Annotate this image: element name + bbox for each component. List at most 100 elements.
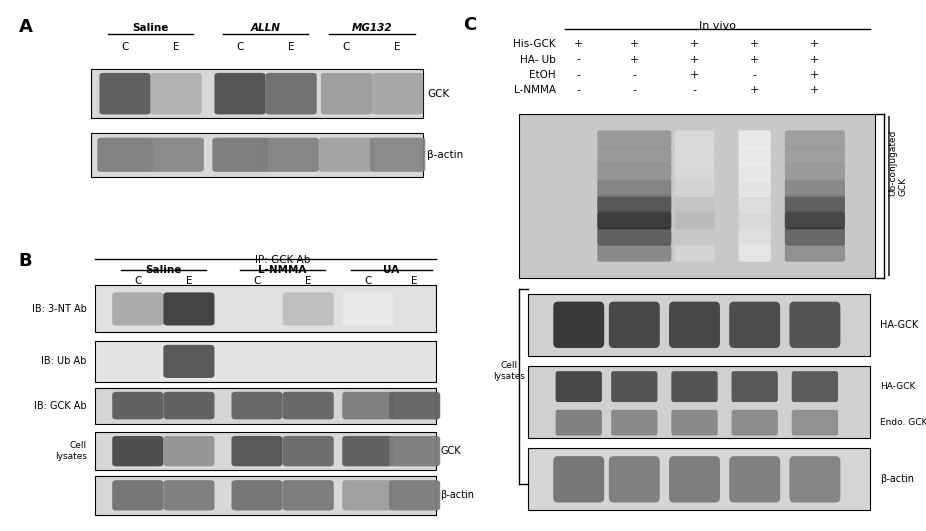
FancyBboxPatch shape [163,345,215,378]
FancyBboxPatch shape [730,302,780,348]
Text: +: + [810,85,820,96]
Text: -: - [577,70,581,80]
FancyBboxPatch shape [597,211,671,229]
Bar [91,133,423,177]
Text: -: - [632,70,636,80]
FancyBboxPatch shape [739,179,770,197]
FancyBboxPatch shape [597,179,671,197]
Text: E: E [394,42,401,52]
Text: +: + [810,70,820,80]
Text: EtOH: EtOH [529,70,556,80]
FancyBboxPatch shape [232,436,282,466]
FancyBboxPatch shape [264,138,319,172]
FancyBboxPatch shape [739,244,770,262]
Text: β-actin: β-actin [428,150,464,160]
FancyBboxPatch shape [732,371,778,402]
Text: C: C [121,42,129,52]
FancyBboxPatch shape [675,227,714,245]
FancyBboxPatch shape [785,179,845,197]
Bar [528,366,870,438]
FancyBboxPatch shape [163,480,215,510]
FancyBboxPatch shape [232,392,282,419]
Bar [95,388,436,424]
FancyBboxPatch shape [730,456,780,502]
FancyBboxPatch shape [739,131,770,148]
Text: IB: 3-NT Ab: IB: 3-NT Ab [31,304,87,314]
Text: E: E [305,276,311,286]
FancyBboxPatch shape [282,293,333,326]
Bar [95,341,436,382]
Text: E: E [173,42,180,52]
FancyBboxPatch shape [112,293,163,326]
FancyBboxPatch shape [671,410,718,435]
FancyBboxPatch shape [792,410,838,435]
Text: IP: GCK Ab: IP: GCK Ab [255,255,310,265]
Text: +: + [630,39,639,49]
FancyBboxPatch shape [597,227,671,245]
Bar [95,476,436,515]
FancyBboxPatch shape [343,392,394,419]
FancyBboxPatch shape [319,138,374,172]
FancyBboxPatch shape [282,436,333,466]
FancyBboxPatch shape [675,195,714,213]
FancyBboxPatch shape [148,138,204,172]
FancyBboxPatch shape [282,392,333,419]
FancyBboxPatch shape [389,436,440,466]
FancyBboxPatch shape [556,410,602,435]
FancyBboxPatch shape [611,410,657,435]
Text: In vivo: In vivo [699,21,736,31]
FancyBboxPatch shape [739,211,770,229]
Text: +: + [750,85,759,96]
FancyBboxPatch shape [554,302,605,348]
Text: ALLN: ALLN [251,23,281,32]
Text: Endo. GCK: Endo. GCK [880,418,926,427]
Bar [519,114,875,278]
Text: HA- Ub: HA- Ub [519,55,556,65]
Text: GCK: GCK [440,446,461,456]
Text: -: - [753,70,757,80]
FancyBboxPatch shape [370,138,425,172]
Text: Ub-conjugated
GCK: Ub-conjugated GCK [889,130,907,196]
Text: +: + [690,39,699,49]
FancyBboxPatch shape [675,162,714,181]
FancyBboxPatch shape [609,302,659,348]
Bar [95,286,436,332]
FancyBboxPatch shape [554,456,605,502]
FancyBboxPatch shape [675,211,714,229]
Text: β-actin: β-actin [440,490,474,500]
Text: +: + [690,70,699,80]
Text: +: + [750,39,759,49]
FancyBboxPatch shape [739,227,770,245]
Text: L-NMMA: L-NMMA [514,85,556,96]
FancyBboxPatch shape [785,162,845,181]
FancyBboxPatch shape [785,131,845,148]
FancyBboxPatch shape [112,392,163,419]
FancyBboxPatch shape [282,480,333,510]
Text: IB: Ub Ab: IB: Ub Ab [42,356,87,366]
Text: C: C [254,276,261,286]
Text: +: + [810,39,820,49]
FancyBboxPatch shape [163,293,215,326]
FancyBboxPatch shape [671,371,718,402]
FancyBboxPatch shape [609,456,659,502]
FancyBboxPatch shape [321,73,372,115]
FancyBboxPatch shape [739,195,770,213]
Text: UA: UA [383,265,399,275]
FancyBboxPatch shape [675,179,714,197]
Text: -: - [577,85,581,96]
FancyBboxPatch shape [343,436,394,466]
FancyBboxPatch shape [597,147,671,165]
FancyBboxPatch shape [789,302,841,348]
FancyBboxPatch shape [99,73,151,115]
Text: Cell
lysates: Cell lysates [494,362,525,381]
FancyBboxPatch shape [163,392,215,419]
Text: E: E [185,276,193,286]
Text: L-NMMA: L-NMMA [258,265,307,275]
FancyBboxPatch shape [343,480,394,510]
Text: C: C [463,16,476,34]
FancyBboxPatch shape [215,73,266,115]
Text: E: E [411,276,418,286]
FancyBboxPatch shape [669,302,720,348]
FancyBboxPatch shape [739,147,770,165]
FancyBboxPatch shape [675,147,714,165]
